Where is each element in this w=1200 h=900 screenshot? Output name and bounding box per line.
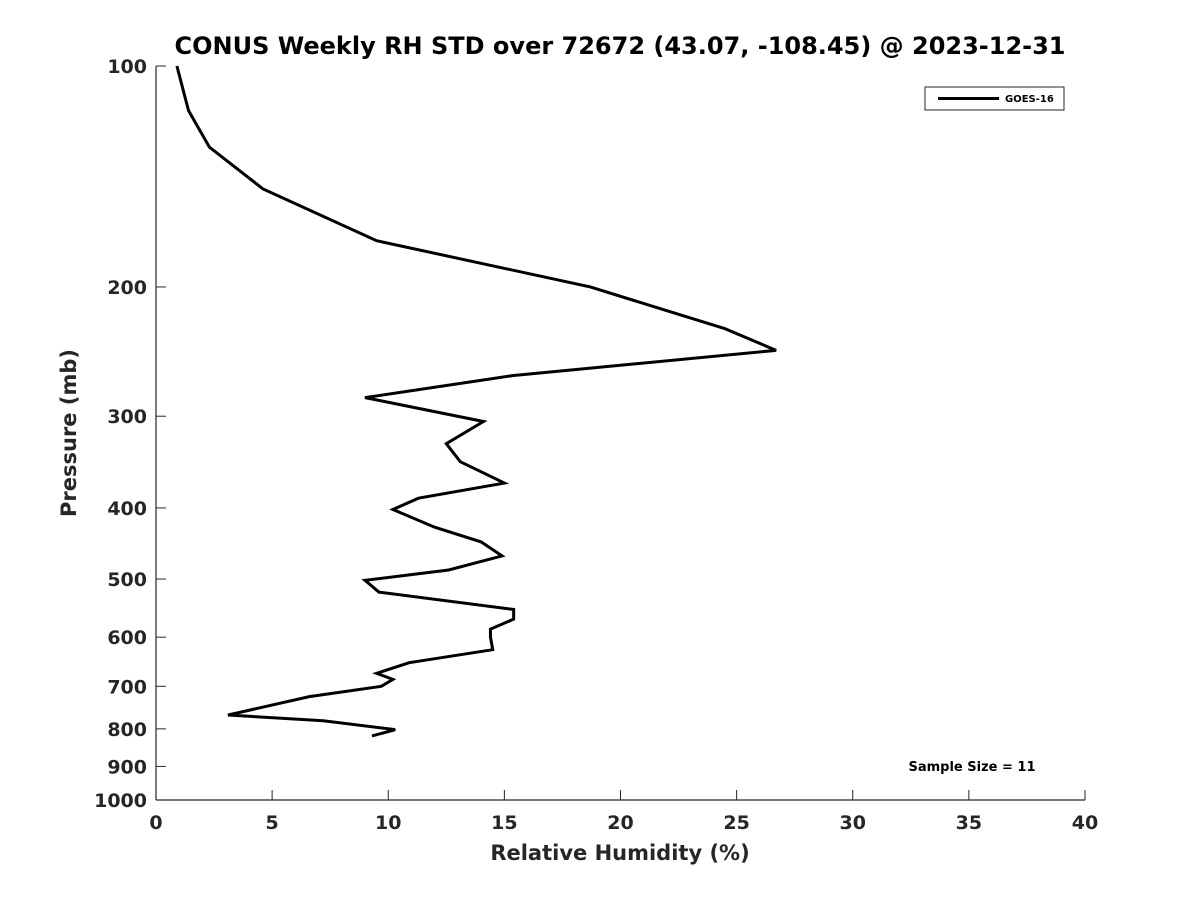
y-tick-label-4: 500 bbox=[107, 569, 147, 591]
y-axis-title-group: Pressure (mb) bbox=[57, 349, 81, 517]
y-tick-label-1: 200 bbox=[107, 277, 147, 299]
x-tick-label-0: 0 bbox=[149, 812, 162, 834]
y-tick-label-7: 800 bbox=[107, 719, 147, 741]
y-tick-label-9: 1000 bbox=[94, 790, 147, 812]
x-axis-ticks: 0 5 10 15 20 25 30 35 40 bbox=[149, 790, 1098, 834]
x-tick-label-2: 10 bbox=[375, 812, 401, 834]
y-tick-label-2: 300 bbox=[107, 406, 147, 428]
sample-size-annotation: Sample Size = 11 bbox=[908, 760, 1035, 775]
x-axis-title: Relative Humidity (%) bbox=[490, 841, 749, 865]
series-layer bbox=[175, 65, 777, 738]
x-tick-label-8: 40 bbox=[1072, 812, 1098, 834]
y-axis-title: Pressure (mb) bbox=[57, 349, 81, 517]
y-axis-ticks: 100 200 300 400 500 600 700 800 900 1000 bbox=[94, 56, 166, 812]
series-line-0 bbox=[175, 65, 777, 738]
y-tick-label-5: 600 bbox=[107, 627, 147, 649]
x-tick-label-6: 30 bbox=[840, 812, 866, 834]
y-tick-label-3: 400 bbox=[107, 498, 147, 520]
y-tick-label-0: 100 bbox=[107, 56, 147, 78]
legend-label-goes-16: GOES-16 bbox=[1005, 94, 1054, 105]
y-tick-label-8: 900 bbox=[107, 756, 147, 778]
x-tick-label-5: 25 bbox=[723, 812, 749, 834]
y-tick-label-6: 700 bbox=[107, 676, 147, 698]
x-tick-label-4: 20 bbox=[607, 812, 633, 834]
chart-title: CONUS Weekly RH STD over 72672 (43.07, -… bbox=[174, 32, 1065, 60]
x-tick-label-3: 15 bbox=[491, 812, 517, 834]
x-tick-label-7: 35 bbox=[956, 812, 982, 834]
legend: GOES-16 bbox=[924, 86, 1065, 111]
x-tick-label-1: 5 bbox=[266, 812, 279, 834]
